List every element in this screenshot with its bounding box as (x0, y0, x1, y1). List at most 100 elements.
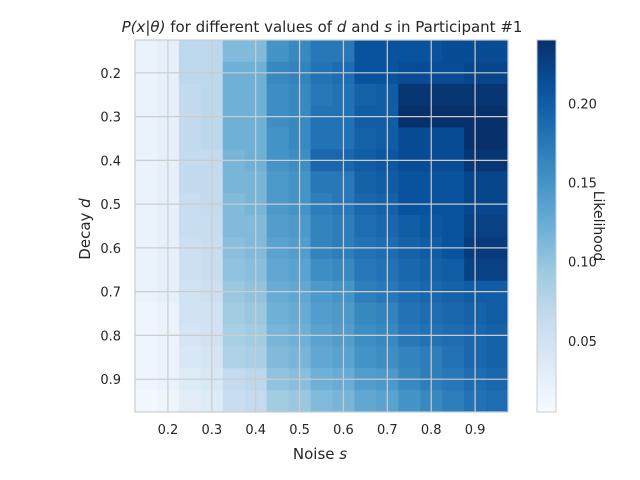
y-tick-label: 0.7 (100, 286, 121, 301)
heatmap-cell (266, 258, 290, 282)
heatmap-cell (135, 83, 158, 107)
heatmap-cell (442, 302, 465, 325)
heatmap-cell (266, 302, 290, 325)
y-tick-label: 0.9 (100, 373, 121, 388)
heatmap-cell (398, 390, 421, 413)
heatmap-cell (178, 83, 202, 107)
heatmap-cell (310, 346, 333, 369)
heatmap-cell (178, 215, 202, 238)
heatmap-cell (398, 40, 421, 63)
heatmap-cell (222, 83, 246, 107)
y-tick-label: 0.5 (100, 198, 121, 213)
heatmap-cell (442, 171, 465, 194)
heatmap-cell (266, 346, 290, 369)
heatmap-cell (354, 302, 377, 325)
heatmap-cell (266, 127, 290, 150)
heatmap-cell (178, 127, 202, 150)
heatmap-cell (310, 258, 333, 282)
x-axis-label: Noise s (293, 445, 347, 463)
heatmap-cell (222, 258, 246, 282)
heatmap-cell (266, 171, 290, 194)
heatmap-cell (486, 346, 509, 369)
heatmap-cell (486, 258, 509, 282)
heatmap-cell (310, 83, 333, 107)
y-tick-label: 0.6 (100, 242, 121, 257)
heatmap-cell (266, 40, 290, 63)
heatmap-cell (178, 346, 202, 369)
heatmap-cell (178, 302, 202, 325)
heatmap-cell (222, 171, 246, 194)
colorbar-tick-label: 0.05 (568, 335, 597, 350)
colorbar (536, 39, 557, 413)
heatmap-cell (310, 171, 333, 194)
heatmap-cell (135, 127, 158, 150)
x-tick-label: 0.3 (201, 423, 222, 438)
heatmap-cell (354, 127, 377, 150)
heatmap-cell (398, 302, 421, 325)
x-tick-label: 0.7 (377, 423, 398, 438)
heatmap-cells (135, 40, 509, 413)
x-tick-label: 0.8 (421, 423, 442, 438)
heatmap-cell (222, 390, 246, 413)
x-tick-label: 0.2 (158, 423, 179, 438)
heatmap-cell (398, 127, 421, 150)
heatmap-cell (354, 171, 377, 194)
heatmap-cell (135, 215, 158, 238)
heatmap-cell (266, 215, 290, 238)
y-axis-ticks: 0.2 0.3 0.4 0.5 0.6 0.7 0.8 0.9 (100, 67, 121, 388)
y-axis-label: Decay d (76, 198, 94, 260)
x-tick-label: 0.5 (289, 423, 310, 438)
heatmap-cell (178, 390, 202, 413)
heatmap-cell (178, 258, 202, 282)
colorbar-label: Likelihood (590, 191, 606, 262)
heatmap-cell (486, 390, 509, 413)
heatmap-cell (354, 346, 377, 369)
chart-title: P(x|θ) for different values of d and s i… (122, 18, 523, 36)
heatmap-cell (442, 127, 465, 150)
heatmap-cell (222, 40, 246, 63)
y-tick-label: 0.8 (100, 329, 121, 344)
heatmap-cell (266, 390, 290, 413)
heatmap-cell (486, 215, 509, 238)
heatmap-cell (354, 390, 377, 413)
y-tick-label: 0.2 (100, 67, 121, 82)
heatmap-cell (135, 171, 158, 194)
heatmap-cell (135, 40, 158, 63)
heatmap-cell (442, 390, 465, 413)
heatmap-cell (442, 215, 465, 238)
x-tick-label: 0.4 (245, 423, 266, 438)
heatmap-cell (354, 83, 377, 107)
heatmap-cell (222, 215, 246, 238)
heatmap-cell (178, 171, 202, 194)
x-tick-label: 0.9 (465, 423, 486, 438)
grid-lines (135, 40, 508, 412)
heatmap-cell (178, 40, 202, 63)
heatmap-cell (222, 302, 246, 325)
y-tick-label: 0.4 (100, 154, 121, 169)
plot-frame (134, 39, 509, 413)
heatmap-cell (398, 215, 421, 238)
heatmap-cell (442, 346, 465, 369)
heatmap-cell (442, 83, 465, 107)
heatmap-cell (398, 171, 421, 194)
heatmap-cell (486, 302, 509, 325)
x-tick-label: 0.6 (333, 423, 354, 438)
heatmap-cell (310, 302, 333, 325)
heatmap-cell (310, 215, 333, 238)
heatmap-cell (486, 171, 509, 194)
heatmap-cell (354, 215, 377, 238)
heatmap-cell (135, 346, 158, 369)
heatmap-cell (442, 40, 465, 63)
y-tick-label: 0.3 (100, 111, 121, 126)
heatmap-cell (310, 390, 333, 413)
heatmap-cell (222, 346, 246, 369)
heatmap-cell (486, 40, 509, 63)
colorbar-ticks: 0.05 0.10 0.15 0.20 (568, 97, 597, 349)
heatmap-cell (398, 83, 421, 107)
colorbar-tick-label: 0.20 (568, 97, 597, 112)
heatmap-cell (398, 258, 421, 282)
x-axis-ticks: 0.2 0.3 0.4 0.5 0.6 0.7 0.8 0.9 (158, 423, 486, 438)
heatmap-cell (135, 302, 158, 325)
heatmap-cell (266, 83, 290, 107)
